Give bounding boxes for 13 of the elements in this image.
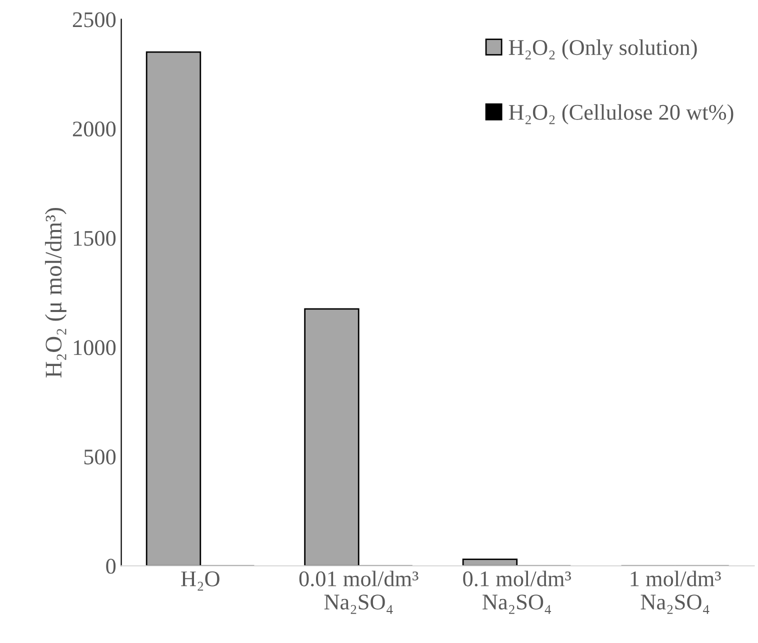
y-tick-label: 500 xyxy=(84,449,116,464)
y-tick-label: 1000 xyxy=(74,340,116,356)
legend-label: H₂O₂ (Cellulose 20 wt%) xyxy=(508,104,734,124)
y-axis-title: H₂O₂ (μ mol/dm³) xyxy=(44,208,66,378)
x-tick-label: H₂O xyxy=(181,571,220,591)
x-tick-label: 1 mol/dm³ Na₂SO₄ xyxy=(630,570,721,614)
y-tick-label: 1500 xyxy=(74,230,116,246)
y-tick-label: 2500 xyxy=(72,12,116,28)
legend-label: H₂O₂ (Only solution) xyxy=(508,39,697,60)
y-tick-label: 0 xyxy=(106,558,116,574)
y-tick-label: 2000 xyxy=(72,122,116,137)
x-tick-label: 0.1 mol/dm³ Na₂SO₄ xyxy=(463,570,572,614)
x-tick-label: 0.01 mol/dm³ Na₂SO₄ xyxy=(299,570,418,614)
